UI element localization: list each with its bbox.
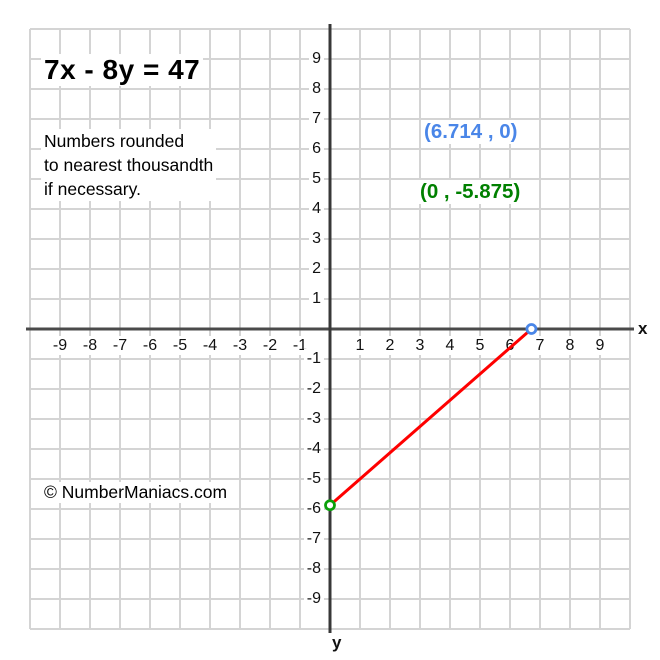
x-tick-label: 9 [592,336,608,355]
rounding-note-line2: to nearest thousandth [44,155,214,175]
y-intercept-label: (0 , -5.875) [417,180,524,204]
plotted-line [329,327,533,507]
equation-title: 7x - 8y = 47 [41,54,204,86]
y-tick-label: -1 [303,349,324,368]
x-axis-letter: x [636,319,650,339]
y-tick-label: -8 [303,559,324,578]
rounding-note: Numbers rounded to nearest thousandth if… [41,129,217,201]
watermark: © NumberManiacs.com [41,482,231,503]
y-tick-label: -5 [303,469,324,488]
y-tick-label: 8 [309,79,324,98]
y-tick-label: -9 [303,589,324,608]
y-tick-label: -7 [303,529,324,548]
y-tick-label: -3 [303,409,324,428]
x-tick-label: -9 [49,336,71,355]
x-tick-label: 1 [352,336,368,355]
y-tick-label: 6 [309,139,324,158]
x-tick-label: -6 [139,336,161,355]
y-tick-label: 5 [309,169,324,188]
y-tick-label: -4 [303,439,324,458]
rounding-note-line3: if necessary. [44,179,141,199]
x-tick-label: -2 [259,336,281,355]
x-intercept-point [525,323,538,335]
x-intercept-label: (6.714 , 0) [421,120,521,144]
x-tick-label: 3 [412,336,428,355]
x-tick-label: -3 [229,336,251,355]
x-tick-label: 2 [382,336,398,355]
y-tick-label: 7 [309,109,324,128]
y-tick-label: -6 [303,499,324,518]
y-tick-label: 1 [309,289,324,308]
x-tick-label: 8 [562,336,578,355]
y-intercept-point [324,499,336,512]
x-tick-label: -8 [79,336,101,355]
y-tick-label: 3 [309,229,324,248]
x-tick-label: -5 [169,336,191,355]
x-tick-label: -4 [199,336,221,355]
x-tick-label: -7 [109,336,131,355]
y-tick-label: -2 [303,379,324,398]
y-tick-label: 9 [309,49,324,68]
x-tick-label: 5 [472,336,488,355]
x-tick-label: 4 [442,336,458,355]
rounding-note-line1: Numbers rounded [44,131,185,151]
y-tick-label: 2 [309,259,324,278]
x-tick-label: 7 [532,336,548,355]
y-tick-label: 4 [309,199,324,218]
y-axis-letter: y [330,633,344,653]
